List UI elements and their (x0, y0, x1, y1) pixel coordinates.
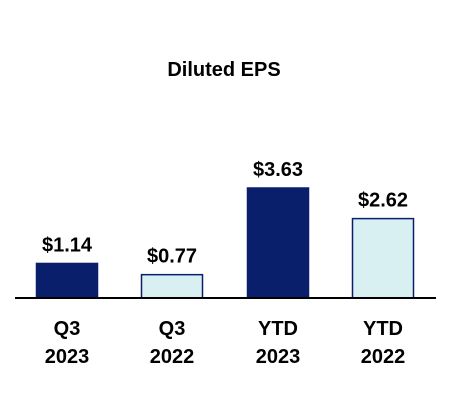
x-tick-label-2-line-1: 2023 (256, 346, 301, 368)
bar-3 (351, 217, 415, 299)
x-tick-label-3-line-1: 2022 (361, 346, 406, 368)
x-tick-label-1-line-0: Q3 (159, 318, 186, 340)
bars-layer: $1.14 Q3 2023 $0.77 Q3 2022 $3.63 YTD 2023 $2.62 Y… (35, 159, 415, 368)
chart-title: Diluted EPS (167, 59, 280, 81)
bar-value-label-2: $3.63 (253, 159, 303, 181)
bar-1 (140, 273, 204, 299)
x-tick-label-2-line-0: YTD (258, 318, 298, 340)
x-tick-label-3-line-0: YTD (363, 318, 403, 340)
x-tick-label-1-line-1: 2022 (150, 346, 195, 368)
bar-0 (35, 262, 99, 299)
bar-value-label-0: $1.14 (42, 234, 93, 256)
x-tick-label-0-line-0: Q3 (54, 318, 81, 340)
bar-2 (246, 187, 310, 299)
bar-value-label-3: $2.62 (358, 190, 408, 212)
x-tick-label-0-line-1: 2023 (45, 346, 90, 368)
bar-value-label-1: $0.77 (147, 246, 197, 268)
